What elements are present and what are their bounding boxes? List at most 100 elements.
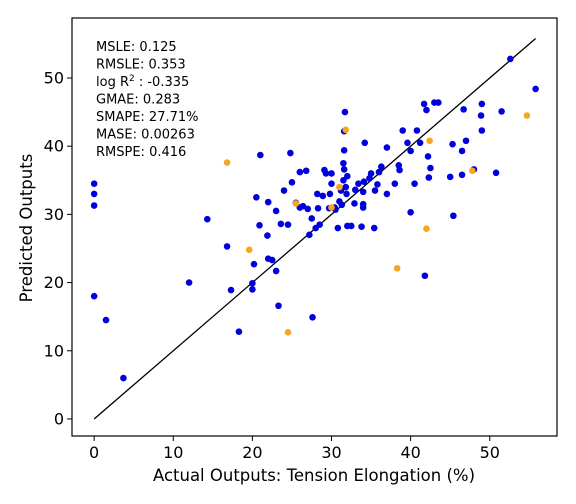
data-point	[272, 207, 280, 215]
metric-msle: MSLE: 0.125	[96, 40, 177, 55]
data-point	[342, 126, 350, 134]
data-point	[256, 221, 263, 229]
metric-mase: MASE: 0.00263	[96, 128, 195, 143]
data-point	[326, 190, 334, 198]
data-point	[334, 224, 342, 232]
data-point	[383, 190, 391, 198]
y-tick-label: 10	[44, 341, 64, 360]
data-point	[351, 200, 358, 207]
data-point	[328, 170, 335, 177]
data-point	[328, 204, 335, 211]
data-point	[223, 243, 231, 250]
data-point	[460, 106, 467, 113]
data-point	[185, 279, 193, 286]
data-point	[288, 179, 296, 186]
data-point	[328, 180, 335, 187]
x-axis: 0 10 20 30 40 50	[89, 436, 500, 462]
data-point	[120, 374, 127, 382]
data-point	[272, 267, 280, 275]
data-point	[413, 127, 421, 134]
data-point	[358, 223, 365, 230]
data-point	[446, 173, 454, 181]
data-point	[399, 127, 407, 134]
plot-frame	[71, 17, 558, 437]
data-point	[340, 166, 348, 173]
data-point	[404, 139, 411, 147]
data-point	[416, 139, 424, 147]
data-point	[383, 144, 391, 151]
data-point	[268, 256, 276, 264]
data-point	[249, 279, 256, 287]
data-point	[280, 187, 288, 194]
y-tick-label: 0	[54, 409, 64, 428]
data-point	[449, 140, 456, 148]
data-point	[374, 181, 381, 188]
data-point	[450, 212, 457, 220]
x-tick-label: 10	[163, 443, 183, 462]
data-point	[223, 159, 231, 166]
data-point	[275, 302, 282, 310]
data-point	[319, 192, 327, 200]
data-point	[478, 127, 486, 134]
data-point	[469, 167, 476, 175]
y-axis-label: Predicted Outputs	[17, 154, 36, 303]
data-point	[367, 170, 375, 177]
data-point	[360, 178, 368, 185]
x-tick-label: 50	[480, 443, 500, 462]
data-point	[90, 190, 98, 198]
metric-smape: SMAPE: 27.71%	[96, 110, 199, 125]
data-point	[245, 246, 253, 254]
data-point	[314, 204, 322, 212]
data-point	[302, 167, 310, 175]
data-point	[421, 272, 429, 280]
data-point	[407, 147, 414, 155]
data-point	[277, 220, 285, 228]
data-point	[316, 221, 323, 228]
y-tick-label: 40	[44, 137, 64, 156]
data-point	[249, 286, 256, 293]
data-point	[351, 186, 359, 194]
y-tick-label: 50	[44, 69, 64, 88]
data-point	[375, 168, 383, 176]
data-point	[287, 149, 294, 157]
data-point	[378, 163, 385, 170]
data-point	[347, 222, 355, 230]
series-0	[90, 55, 539, 382]
data-point	[427, 164, 434, 172]
data-point	[296, 204, 304, 211]
data-point	[361, 139, 369, 147]
data-point	[90, 202, 98, 209]
data-point	[306, 231, 313, 239]
data-point	[284, 329, 292, 336]
data-point	[342, 183, 350, 191]
metric-rmspe: RMSPE: 0.416	[96, 145, 186, 160]
data-point	[292, 200, 300, 207]
data-point	[435, 99, 442, 106]
x-axis-label: Actual Outputs: Tension Elongation (%)	[153, 466, 475, 485]
data-point	[102, 316, 110, 324]
data-point	[393, 264, 401, 272]
data-point	[371, 187, 379, 194]
data-point	[411, 180, 418, 187]
x-tick-label: 20	[242, 443, 262, 462]
data-point	[532, 85, 539, 93]
data-point	[309, 314, 316, 321]
metric-gmae: GMAE: 0.283	[96, 93, 180, 108]
data-point	[338, 201, 346, 209]
data-point	[498, 108, 505, 115]
data-point	[250, 260, 258, 268]
data-point	[478, 100, 486, 108]
data-point	[370, 224, 378, 232]
data-point	[343, 190, 350, 198]
data-point	[313, 190, 321, 198]
data-point	[203, 215, 211, 223]
data-point	[308, 215, 316, 222]
data-point	[507, 55, 514, 63]
data-point	[341, 108, 349, 116]
data-point	[423, 106, 430, 114]
y-tick-label: 20	[44, 273, 64, 292]
data-point	[523, 112, 531, 119]
data-point	[340, 146, 348, 154]
